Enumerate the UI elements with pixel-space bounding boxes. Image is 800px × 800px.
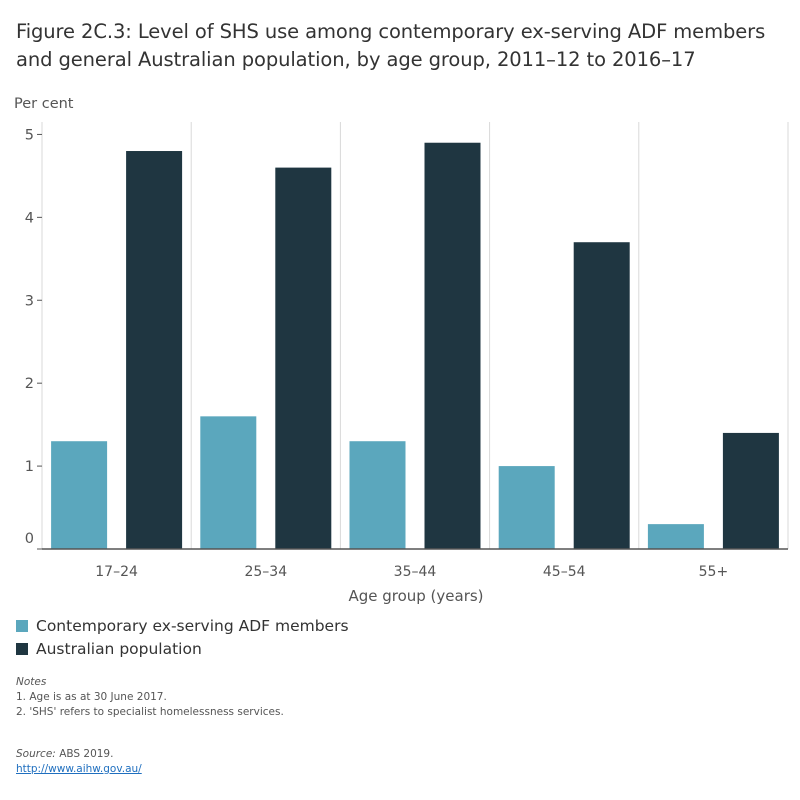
y-tick-label: 2: [25, 376, 34, 392]
bar: [424, 142, 481, 549]
x-tick-label: 35–44: [394, 564, 437, 580]
source-text: ABS 2019.: [59, 748, 114, 760]
legend-swatch: [16, 642, 28, 655]
legend-item-ex-serving: Contemporary ex-serving ADF members: [16, 614, 349, 637]
note-item: 1. Age is as at 30 June 2017.: [16, 691, 167, 703]
bar: [498, 466, 555, 549]
note-item: 2. 'SHS' refers to specialist homelessne…: [16, 706, 284, 718]
y-tick-label: 3: [25, 293, 34, 309]
notes-heading: Notes: [16, 676, 47, 688]
x-tick-label: 55+: [699, 564, 729, 580]
bar: [722, 432, 779, 549]
bar-chart: Per cent Age group (years) 0 1 2 3 4 5 17–24 25…: [14, 96, 789, 605]
legend-swatch: [16, 619, 28, 632]
bar: [573, 242, 630, 549]
source: Source: ABS 2019. http://www.aihw.gov.au…: [16, 747, 142, 777]
bar: [275, 167, 332, 550]
bar: [349, 441, 406, 549]
y-tick-label: 5: [25, 127, 34, 143]
bar: [200, 416, 257, 549]
source-link[interactable]: http://www.aihw.gov.au/: [16, 763, 142, 775]
bar: [51, 441, 108, 549]
y-tick-label: 1: [25, 459, 34, 475]
bar: [126, 151, 183, 550]
legend-label: Australian population: [36, 639, 202, 658]
legend-label: Contemporary ex-serving ADF members: [36, 616, 349, 635]
y-tick-label: 4: [25, 210, 34, 226]
x-tick-label: 25–34: [244, 564, 287, 580]
x-tick-label: 45–54: [543, 564, 586, 580]
notes: Notes 1. Age is as at 30 June 2017. 2. '…: [16, 675, 284, 720]
source-label: Source:: [16, 748, 56, 760]
x-axis-label: Age group (years): [348, 587, 483, 605]
plot-area: 0 1 2 3 4 5 17–24 25–34 35–44 45–54 55+: [25, 122, 789, 580]
x-tick-label: 17–24: [95, 564, 138, 580]
legend-item-australian: Australian population: [16, 637, 349, 660]
y-axis-label: Per cent: [14, 96, 74, 112]
chart-title: Figure 2C.3: Level of SHS use among cont…: [16, 20, 766, 71]
bar: [647, 524, 704, 549]
y-tick-label: 0: [25, 531, 34, 547]
legend: Contemporary ex-serving ADF members Aust…: [16, 614, 349, 660]
